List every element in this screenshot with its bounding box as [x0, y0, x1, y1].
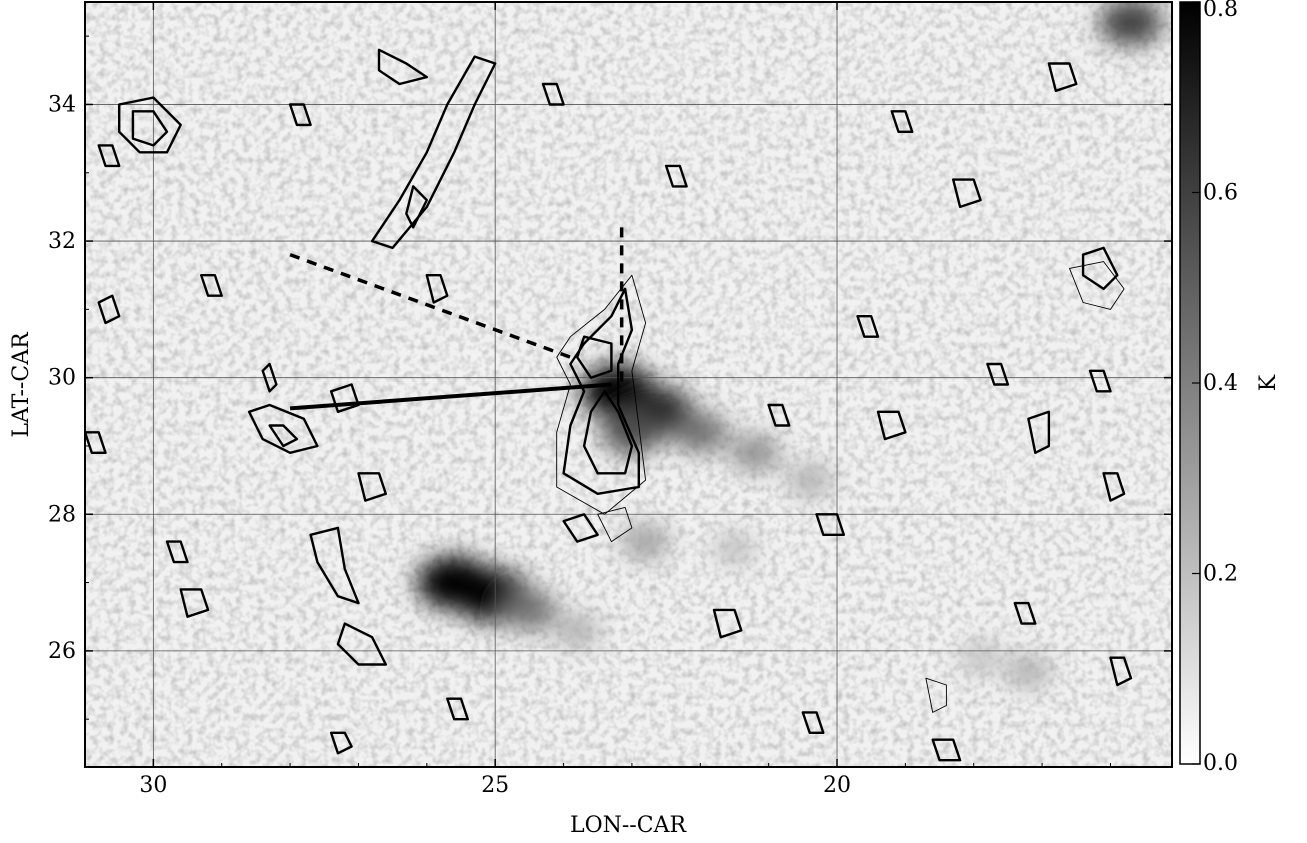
contour-24	[876, 410, 907, 441]
contour-27	[1109, 656, 1133, 687]
contour-28	[329, 731, 353, 755]
contour-22	[1047, 62, 1078, 92]
overlay-line-solid-0	[289, 382, 612, 411]
contour-0	[562, 287, 640, 495]
contour-19	[597, 506, 633, 543]
contour-26	[925, 677, 947, 713]
contour-1	[556, 274, 647, 515]
contour-14	[1081, 246, 1119, 291]
contour-12	[336, 622, 387, 666]
emission-blob-3	[729, 434, 781, 472]
colorbar-tick-label: 0.0	[1203, 751, 1238, 776]
plot-area	[84, 1, 1173, 768]
contour-20	[179, 588, 210, 618]
contour-15	[1069, 261, 1125, 310]
x-tick-label: 30	[139, 773, 167, 798]
contour-35	[712, 608, 743, 639]
y-axis-ticks: 26 28 30 32 34	[48, 35, 1172, 720]
contour-18	[562, 513, 599, 543]
contour-8	[377, 48, 428, 86]
contour-47	[856, 315, 880, 338]
y-tick-label: 30	[48, 366, 76, 391]
colorbar-tick-label: 0.4	[1203, 371, 1238, 396]
emission-blob-12	[1099, 2, 1163, 46]
emission-blob-4	[787, 463, 833, 497]
contour-10	[268, 424, 299, 448]
y-tick-label: 32	[48, 229, 76, 254]
colorbar-ticks: 0.0 0.2 0.4 0.6 0.8	[1192, 0, 1238, 776]
contour-33	[357, 472, 387, 502]
y-tick-label: 34	[48, 92, 76, 117]
contour-45	[801, 711, 825, 734]
overlay-line-dashed-1	[289, 253, 571, 359]
contour-31	[200, 274, 223, 297]
contour-13	[261, 362, 278, 393]
emission-blob-14	[959, 642, 1002, 674]
contour-38	[986, 362, 1010, 386]
contour-48	[85, 431, 107, 454]
contour-4	[118, 96, 182, 154]
contour-44	[446, 697, 469, 721]
overlay-lines	[289, 227, 624, 411]
contour-34	[425, 274, 449, 304]
contour-42	[288, 103, 312, 127]
contour-46	[1088, 369, 1112, 393]
contour-29	[97, 144, 121, 168]
emission-blob-2	[672, 412, 728, 453]
colorbar-tick-label: 0.8	[1203, 0, 1238, 22]
emission-blob-5	[601, 410, 663, 455]
emission-blob-10	[621, 524, 670, 559]
x-axis-ticks: 30 25 20	[139, 2, 1111, 798]
colorbar-label: K	[1256, 374, 1281, 391]
contour-36	[890, 110, 914, 133]
x-tick-label: 20	[823, 773, 851, 798]
contour-43	[165, 540, 189, 564]
grid	[85, 2, 1172, 767]
emission-blob-9	[554, 613, 600, 647]
colorbar-tick-label: 0.2	[1203, 562, 1238, 587]
contour-21	[952, 178, 982, 209]
contour-23	[815, 513, 845, 536]
y-axis-label: LAT--CAR	[9, 331, 34, 438]
y-tick-label: 28	[48, 502, 76, 527]
contour-16	[1027, 410, 1051, 454]
contour-2	[582, 390, 634, 475]
contour-7	[405, 185, 428, 229]
plot-frame	[84, 1, 1173, 768]
contour-3	[576, 335, 613, 379]
colorbar: 0.0 0.2 0.4 0.6 0.8 K	[1179, 0, 1281, 776]
contour-9	[247, 403, 319, 454]
emission-blob-8	[501, 589, 558, 631]
x-tick-label: 25	[481, 773, 509, 798]
x-axis-label: LON--CAR	[570, 813, 687, 838]
y-tick-label: 26	[48, 639, 76, 664]
contour-25	[931, 738, 962, 762]
emission-blob-13	[1005, 654, 1051, 688]
contour-40	[664, 164, 688, 188]
contour-5	[131, 110, 169, 147]
emission-layer	[417, 2, 1163, 688]
contour-11	[309, 526, 360, 605]
contour-37	[1013, 601, 1037, 625]
contour-39	[767, 403, 791, 427]
contour-layer	[85, 48, 1133, 762]
emission-blob-11	[713, 532, 756, 565]
contour-17	[1102, 472, 1126, 502]
contour-30	[97, 294, 121, 325]
contour-41	[541, 82, 565, 106]
colorbar-tick-label: 0.6	[1203, 181, 1238, 206]
